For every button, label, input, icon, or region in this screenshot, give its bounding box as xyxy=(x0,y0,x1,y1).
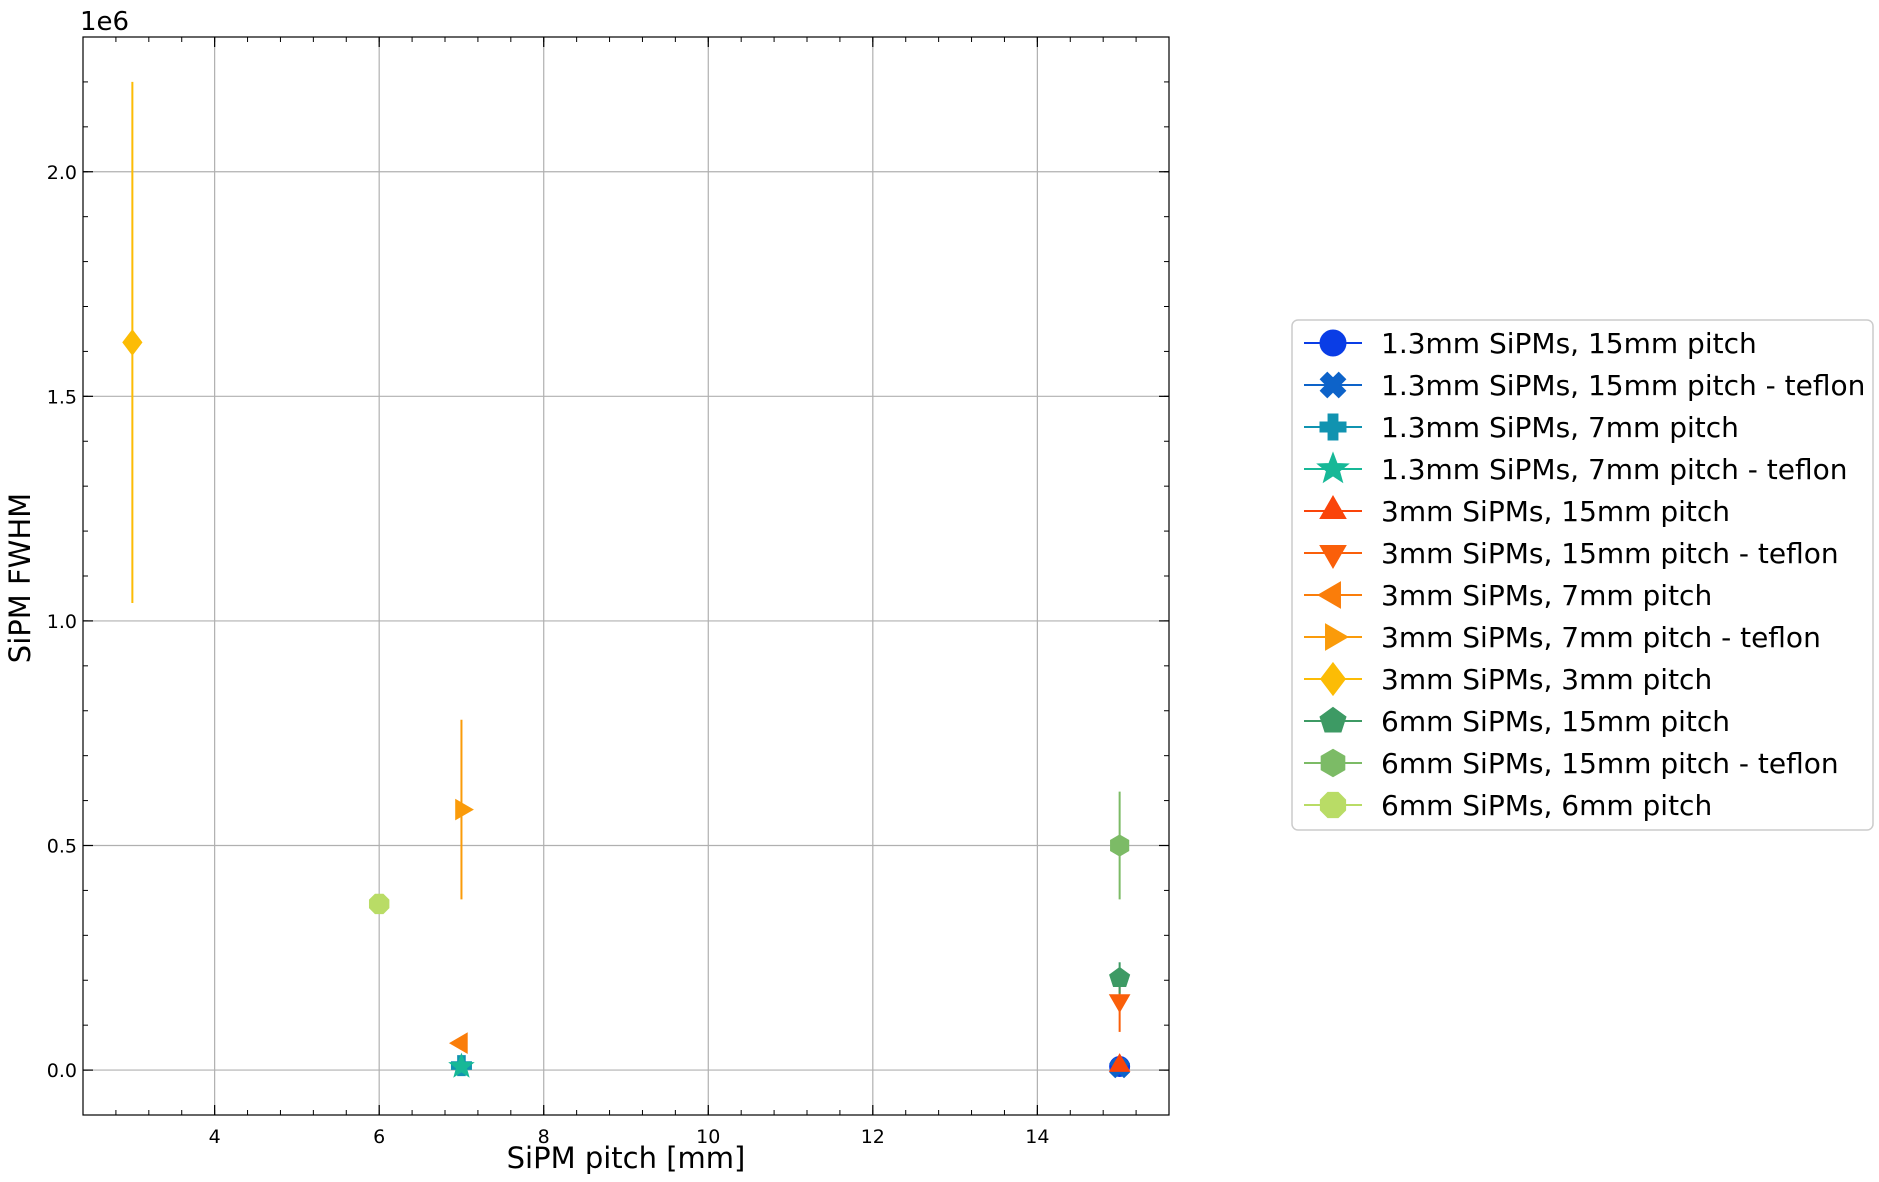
legend-marker xyxy=(1316,451,1350,484)
x-tick-label: 14 xyxy=(1025,1126,1049,1148)
data-point xyxy=(122,329,143,356)
legend-marker xyxy=(1325,623,1349,651)
data-point xyxy=(368,893,390,915)
x-tick-label: 6 xyxy=(373,1126,385,1148)
error-bars xyxy=(131,81,1121,1070)
legend-label: 1.3mm SiPMs, 7mm pitch - teflon xyxy=(1381,453,1848,486)
data-markers xyxy=(122,329,1131,1079)
legend-marker xyxy=(1319,413,1347,441)
legend-marker xyxy=(1319,791,1347,819)
legend-box xyxy=(1291,319,1874,831)
data-point xyxy=(1110,834,1130,857)
legend-label: 1.3mm SiPMs, 15mm pitch - teflon xyxy=(1381,369,1865,402)
legend-label: 3mm SiPMs, 7mm pitch xyxy=(1381,579,1712,612)
legend-label: 6mm SiPMs, 15mm pitch xyxy=(1381,705,1730,738)
x-tick-label: 12 xyxy=(861,1126,885,1148)
legend-marker xyxy=(1317,581,1341,609)
legend-label: 1.3mm SiPMs, 7mm pitch xyxy=(1381,411,1739,444)
legend-marker xyxy=(1320,748,1346,778)
legend-label: 1.3mm SiPMs, 15mm pitch xyxy=(1381,327,1757,360)
y-tick-label: 0.0 xyxy=(47,1060,77,1082)
x-tick-label: 4 xyxy=(209,1126,221,1148)
plot-frame xyxy=(82,36,1170,1116)
y-axis-label: SiPM FWHM xyxy=(3,493,37,663)
data-point xyxy=(1108,994,1131,1013)
legend-label: 3mm SiPMs, 15mm pitch xyxy=(1381,495,1730,528)
legend-marker xyxy=(1319,545,1347,569)
legend-marker xyxy=(1319,371,1347,399)
data-point xyxy=(448,1052,475,1078)
data-point xyxy=(455,798,474,821)
x-tick-label: 8 xyxy=(538,1126,550,1148)
data-point xyxy=(1108,1053,1131,1072)
data-point xyxy=(448,1032,468,1054)
y-tick-label: 0.5 xyxy=(47,836,77,858)
legend-label: 3mm SiPMs, 15mm pitch - teflon xyxy=(1381,537,1839,570)
data-point xyxy=(1109,966,1131,987)
legend: 1.3mm SiPMs, 15mm pitch 1.3mm SiPMs, 15mm… xyxy=(1291,319,1874,831)
y-tick-label: 1.5 xyxy=(47,386,77,408)
legend-marker xyxy=(1319,706,1347,733)
legend-label: 3mm SiPMs, 3mm pitch xyxy=(1381,663,1712,696)
tick-labels: 4 6 8 10 12 14 0.0 0.5 1.0 1.5 2.0 xyxy=(47,162,1050,1148)
axis-ticks xyxy=(82,36,1170,1116)
legend-label: 6mm SiPMs, 15mm pitch - teflon xyxy=(1381,747,1839,780)
legend-marker xyxy=(1319,495,1347,519)
legend-marker xyxy=(1319,329,1347,357)
x-axis-label: SiPM pitch [mm] xyxy=(507,1141,746,1175)
y-tick-label: 2.0 xyxy=(47,162,77,184)
grid-lines xyxy=(83,37,1169,1115)
x-tick-label: 10 xyxy=(696,1126,720,1148)
legend-marker xyxy=(1320,661,1346,697)
y-tick-label: 1.0 xyxy=(47,611,77,633)
legend-label: 6mm SiPMs, 6mm pitch xyxy=(1381,789,1712,822)
y-offset-label: 1e6 xyxy=(80,7,129,37)
legend-label: 3mm SiPMs, 7mm pitch - teflon xyxy=(1381,621,1821,654)
